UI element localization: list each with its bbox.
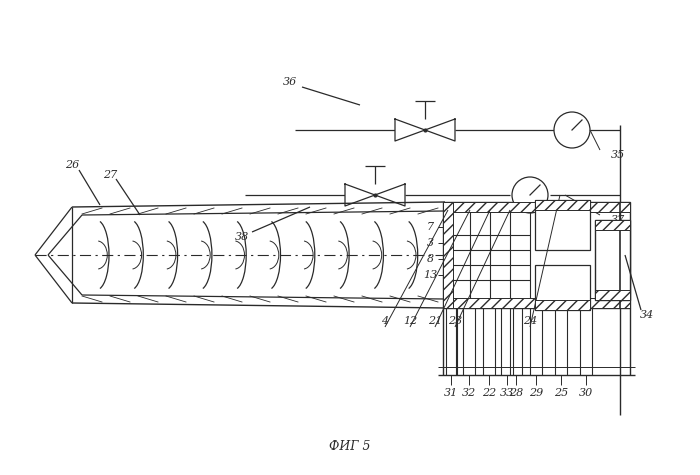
Text: 30: 30 <box>579 388 593 398</box>
Text: 3: 3 <box>426 238 433 248</box>
Text: 27: 27 <box>103 170 117 180</box>
Text: 22: 22 <box>482 388 496 398</box>
Text: 4: 4 <box>382 316 388 326</box>
Bar <box>443 202 453 308</box>
Text: 25: 25 <box>554 388 568 398</box>
Circle shape <box>512 177 548 213</box>
Bar <box>535 300 590 310</box>
Polygon shape <box>375 184 405 206</box>
Bar <box>595 220 630 300</box>
Text: 23: 23 <box>448 316 462 326</box>
Text: 24: 24 <box>523 316 537 326</box>
Bar <box>535 200 590 250</box>
Bar <box>595 290 630 300</box>
Text: 13: 13 <box>423 270 437 280</box>
Text: 31: 31 <box>444 388 458 398</box>
Text: 7: 7 <box>426 222 433 232</box>
Polygon shape <box>395 119 425 141</box>
Bar <box>535 265 590 310</box>
Bar <box>443 202 630 212</box>
Bar <box>443 202 630 308</box>
Polygon shape <box>345 184 375 206</box>
Text: 35: 35 <box>611 150 625 160</box>
Text: 37: 37 <box>611 215 625 225</box>
Text: 26: 26 <box>65 160 79 170</box>
Polygon shape <box>425 119 455 141</box>
Text: 12: 12 <box>403 316 417 326</box>
Text: 34: 34 <box>640 310 654 320</box>
Text: 8: 8 <box>426 254 433 264</box>
Bar <box>443 298 630 308</box>
Text: 32: 32 <box>462 388 476 398</box>
Text: 33: 33 <box>500 388 514 398</box>
Text: 36: 36 <box>283 77 297 87</box>
Text: 28: 28 <box>509 388 523 398</box>
Circle shape <box>554 112 590 148</box>
Text: 38: 38 <box>235 232 249 242</box>
Text: 29: 29 <box>529 388 543 398</box>
Bar <box>595 220 630 230</box>
Text: ФИГ 5: ФИГ 5 <box>329 440 371 454</box>
Text: 21: 21 <box>428 316 442 326</box>
Bar <box>535 200 590 210</box>
